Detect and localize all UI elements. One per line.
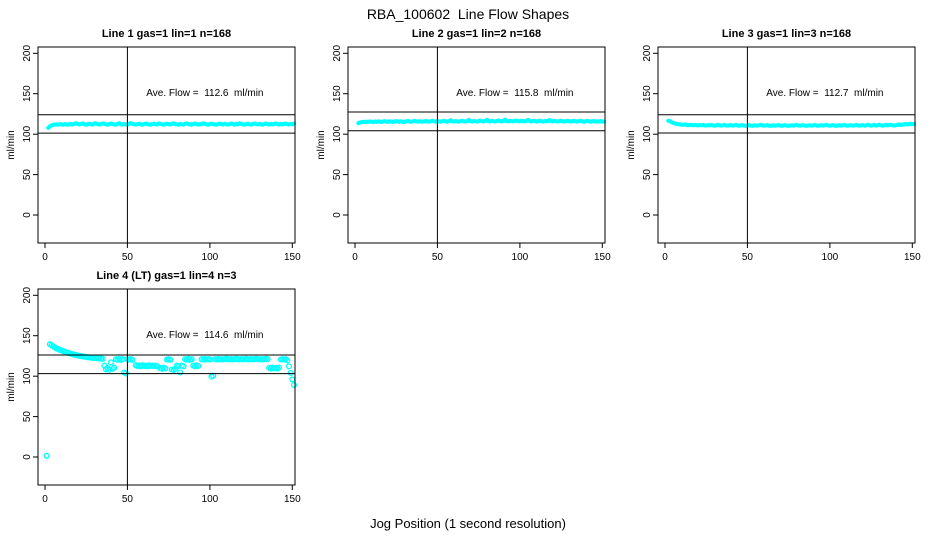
y-tick-label: 0 [22,212,33,218]
plot-box [37,288,296,486]
x-tick-label: 50 [122,252,134,263]
ave-flow-annotation: Ave. Flow = 112.7 ml/min [766,88,883,99]
data-point [285,363,293,370]
y-tick-label: 150 [22,327,33,344]
figure-title: RBA_100602 Line Flow Shapes [366,6,570,22]
data-point [162,365,169,372]
y-tick-label: 100 [332,125,343,142]
x-tick-label: 150 [284,252,301,263]
x-tick-label: 50 [432,252,444,263]
x-tick-label: 150 [284,494,301,505]
x-tick-label: 100 [202,252,219,263]
panel-title: Line 1 gas=1 lin=1 n=168 [102,28,231,40]
y-tick-label: 100 [22,125,33,142]
data-point [287,369,294,376]
y-tick-label: 50 [22,169,33,181]
panel-title: Line 4 (LT) gas=1 lin=4 n=3 [96,270,236,282]
x-tick-label: 50 [742,252,754,263]
data-point [43,452,50,459]
y-axis-unit-label: ml/min [6,130,17,159]
y-tick-label: 150 [22,85,33,102]
y-axis-unit-label: ml/min [316,130,327,159]
y-tick-label: 200 [332,45,343,62]
data-point [107,359,114,366]
y-tick-label: 50 [332,169,343,181]
data-point [167,356,174,363]
y-tick-label: 50 [22,411,33,423]
y-tick-label: 100 [642,125,653,142]
data-point [180,363,187,370]
ave-flow-annotation: Ave. Flow = 112.6 ml/min [146,88,263,99]
y-axis-unit-label: ml/min [6,372,17,401]
x-tick-label: 100 [512,252,529,263]
y-tick-label: 200 [642,45,653,62]
data-point [289,376,296,383]
x-tick-label: 50 [122,494,134,505]
data-point [129,356,136,363]
panel-line3: 0 50 100 150 0 50 100 150 200 Line 3 gas=1 lin=3 … [620,25,932,270]
y-tick-label: 0 [642,212,653,218]
panel-line4: 0 50 100 150 0 50 100 150 200 Line 4 (LT) gas=1 l… [0,267,312,512]
data-point [188,356,195,363]
panel-line1: 0 50 100 150 0 50 100 150 200 Line 1 gas=1 lin=1 … [0,25,312,270]
y-tick-label: 0 [22,454,33,460]
y-tick-label: 50 [642,169,653,181]
x-tick-label: 0 [42,252,48,263]
x-tick-label: 100 [822,252,839,263]
x-tick-label: 100 [202,494,219,505]
x-axis-label: Jog Position (1 second resolution) [370,516,566,531]
x-tick-label: 0 [42,494,48,505]
panel-line4-svg: 0 50 100 150 0 50 100 150 200 Line 4 (LT) gas=1 l… [6,270,301,505]
plot-box [347,46,606,244]
y-tick-label: 0 [332,212,343,218]
plot-box [657,46,916,244]
x-tick-label: 150 [904,252,921,263]
panel-title: Line 3 gas=1 lin=3 n=168 [722,28,851,40]
data-point [111,364,118,371]
panel-line3-svg: 0 50 100 150 0 50 100 150 200 Line 3 gas=1 lin=3 … [626,28,921,263]
ave-flow-annotation: Ave. Flow = 114.6 ml/min [146,330,263,341]
data-point [290,381,298,389]
data-point [195,362,202,370]
y-tick-label: 150 [332,85,343,102]
y-axis-unit-label: ml/min [626,130,637,159]
panel-line1-svg: 0 50 100 150 0 50 100 150 200 Line 1 gas=1 lin=1 … [6,28,301,263]
data-point [106,366,113,373]
panel-line2: 0 50 100 150 0 50 100 150 200 Line 2 gas=1 lin=2 … [310,25,622,270]
data-point [276,364,283,371]
panel-line2-svg: 0 50 100 150 0 50 100 150 200 Line 2 gas=1 lin=2 … [316,28,611,263]
plot-box [37,46,296,244]
panel-title: Line 2 gas=1 lin=2 n=168 [412,28,541,40]
data-point [284,357,291,364]
x-tick-label: 0 [352,252,358,263]
data-point [177,369,184,376]
x-tick-label: 0 [662,252,668,263]
data-point [264,356,271,363]
x-tick-label: 150 [594,252,611,263]
y-tick-label: 200 [22,287,33,304]
ave-flow-annotation: Ave. Flow = 115.8 ml/min [456,88,573,99]
y-tick-label: 200 [22,45,33,62]
y-tick-label: 100 [22,367,33,384]
y-tick-label: 150 [642,85,653,102]
data-point [99,355,106,362]
